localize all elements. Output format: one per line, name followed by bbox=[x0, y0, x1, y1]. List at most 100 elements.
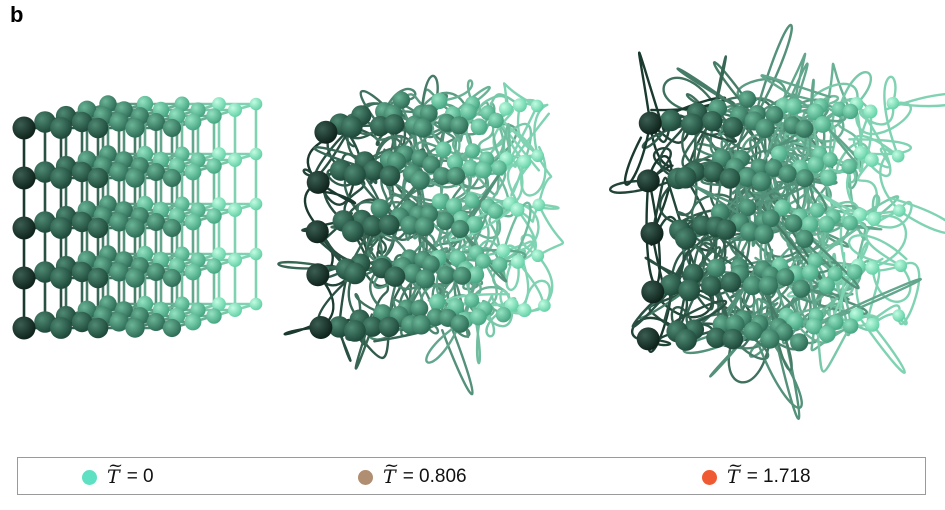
node bbox=[184, 313, 202, 331]
bond bbox=[343, 225, 375, 283]
node bbox=[50, 217, 72, 239]
node bbox=[496, 243, 511, 258]
node bbox=[891, 149, 905, 163]
node bbox=[12, 216, 36, 240]
legend-item-t1718: ~ T = 1.718 bbox=[702, 455, 811, 488]
node bbox=[174, 96, 190, 112]
node bbox=[162, 318, 182, 338]
node bbox=[162, 168, 182, 188]
node bbox=[174, 246, 190, 262]
bond bbox=[536, 203, 564, 257]
node bbox=[893, 204, 906, 217]
node bbox=[475, 161, 492, 179]
node bbox=[706, 258, 726, 278]
node bbox=[147, 113, 165, 131]
node bbox=[776, 268, 795, 287]
node bbox=[738, 90, 757, 108]
bond bbox=[676, 67, 762, 123]
node bbox=[415, 269, 436, 289]
node bbox=[228, 253, 242, 267]
node bbox=[722, 328, 744, 350]
node bbox=[530, 99, 544, 113]
node bbox=[807, 156, 825, 173]
bond bbox=[441, 316, 474, 396]
bond bbox=[871, 264, 912, 303]
node bbox=[370, 198, 390, 218]
bond bbox=[897, 261, 921, 326]
node bbox=[886, 96, 900, 110]
node bbox=[820, 169, 837, 187]
node bbox=[378, 214, 400, 236]
node bbox=[249, 247, 263, 261]
node bbox=[809, 202, 825, 218]
bond bbox=[889, 196, 945, 234]
node bbox=[865, 260, 880, 275]
network-figure bbox=[12, 23, 945, 420]
node bbox=[775, 322, 794, 341]
node bbox=[378, 316, 400, 338]
node bbox=[71, 211, 93, 233]
bond bbox=[396, 212, 452, 265]
bond bbox=[883, 75, 900, 158]
tangled-network-high bbox=[608, 23, 945, 420]
bond bbox=[317, 181, 357, 205]
bond bbox=[507, 129, 539, 163]
node bbox=[460, 103, 477, 121]
bond bbox=[871, 312, 908, 326]
node bbox=[445, 197, 463, 215]
bond bbox=[821, 62, 852, 126]
node bbox=[249, 97, 263, 111]
node bbox=[379, 165, 401, 187]
node bbox=[720, 271, 742, 293]
node bbox=[87, 117, 109, 139]
node bbox=[212, 297, 226, 311]
node bbox=[719, 168, 741, 189]
node bbox=[206, 308, 222, 324]
node bbox=[802, 264, 819, 281]
node bbox=[841, 158, 857, 175]
legend-swatch bbox=[702, 469, 717, 485]
node bbox=[212, 247, 226, 261]
legend-item-t0: ~ T = 0 bbox=[82, 455, 154, 488]
bond bbox=[766, 127, 806, 153]
node bbox=[778, 164, 797, 183]
node bbox=[863, 104, 878, 119]
node bbox=[228, 303, 242, 317]
node bbox=[450, 219, 470, 239]
bond bbox=[676, 170, 704, 227]
node bbox=[344, 262, 366, 285]
node bbox=[492, 257, 508, 273]
node bbox=[174, 196, 190, 212]
bond bbox=[647, 155, 673, 235]
bond bbox=[810, 324, 852, 352]
node bbox=[125, 118, 145, 138]
node bbox=[760, 329, 780, 349]
node bbox=[450, 116, 469, 135]
node bbox=[125, 318, 145, 338]
bond bbox=[810, 82, 859, 107]
node bbox=[491, 160, 507, 176]
node bbox=[184, 113, 202, 131]
node bbox=[462, 159, 479, 177]
node bbox=[12, 116, 36, 140]
node bbox=[414, 216, 435, 237]
node bbox=[531, 149, 545, 163]
bond bbox=[814, 313, 858, 373]
bond bbox=[438, 79, 474, 105]
node bbox=[795, 229, 814, 249]
bond bbox=[354, 313, 374, 370]
bond bbox=[283, 323, 323, 336]
bond bbox=[502, 82, 539, 110]
node bbox=[363, 160, 384, 181]
node bbox=[147, 163, 165, 181]
node bbox=[470, 308, 487, 326]
node bbox=[362, 216, 383, 237]
node bbox=[846, 264, 863, 280]
node bbox=[790, 333, 809, 352]
node bbox=[392, 91, 411, 109]
node bbox=[228, 103, 242, 117]
bond bbox=[711, 55, 727, 123]
node bbox=[842, 215, 858, 231]
node bbox=[703, 161, 725, 183]
node bbox=[125, 168, 145, 188]
